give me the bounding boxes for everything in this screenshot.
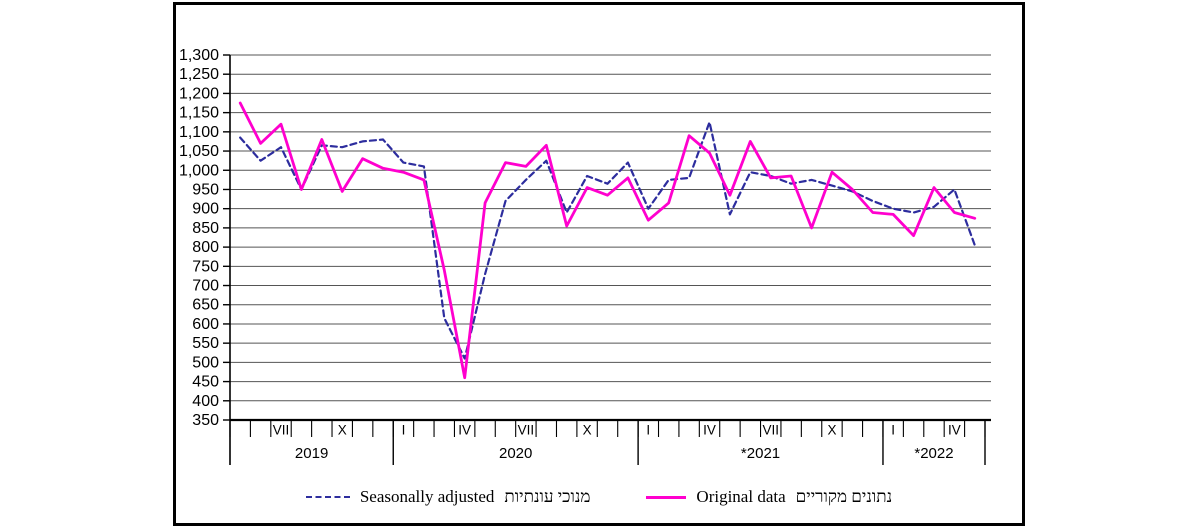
y-axis-label: 1,300 bbox=[179, 47, 219, 64]
month-label: I bbox=[646, 423, 650, 438]
y-axis-label: 500 bbox=[192, 354, 219, 371]
month-label: IV bbox=[703, 423, 716, 438]
y-axis-label: 750 bbox=[192, 258, 219, 275]
month-label: I bbox=[402, 423, 406, 438]
legend-label-original-data-en: Original data bbox=[696, 487, 786, 506]
month-label: X bbox=[338, 423, 347, 438]
y-axis-label: 600 bbox=[192, 316, 219, 333]
month-label: IV bbox=[948, 423, 961, 438]
month-label: X bbox=[827, 423, 836, 438]
y-axis-label: 1,000 bbox=[179, 162, 219, 179]
month-label: VII bbox=[518, 423, 535, 438]
year-label: 2020 bbox=[499, 445, 532, 462]
y-axis-label: 800 bbox=[192, 239, 219, 256]
legend-label-seasonally-adjusted-en: Seasonally adjusted bbox=[359, 487, 495, 506]
y-axis-label: 1,150 bbox=[179, 105, 219, 122]
chart-figure-box: 350 400 450 500 550 600 650 700 750 800 850 900 950 1… bbox=[173, 2, 1025, 526]
year-label: *2022 bbox=[914, 445, 953, 462]
original-data-line bbox=[238, 101, 977, 380]
y-axis-label: 850 bbox=[192, 220, 219, 237]
month-label: VII bbox=[762, 423, 779, 438]
legend-label-original-data-he: נתונים מקוריים bbox=[795, 487, 893, 506]
month-label: I bbox=[891, 423, 895, 438]
month-label: VII bbox=[273, 423, 290, 438]
y-axis-label: 1,200 bbox=[179, 85, 219, 102]
y-axis-label: 950 bbox=[192, 181, 219, 198]
y-axis-label: 650 bbox=[192, 297, 219, 314]
y-axis-label: 450 bbox=[192, 374, 219, 391]
legend-item-original-data: Original data נתונים מקוריים bbox=[646, 487, 892, 507]
legend-item-seasonally-adjusted: Seasonally adjusted מנוכי עונתיות bbox=[305, 487, 591, 507]
original-data-solid-line-swatch bbox=[646, 495, 687, 499]
y-axis-label: 1,100 bbox=[179, 124, 219, 141]
legend-label-seasonally-adjusted-he: מנוכי עונתיות bbox=[504, 487, 591, 506]
chart-legend: Seasonally adjusted מנוכי עונתיות Origin… bbox=[176, 487, 1022, 507]
y-axis-label: 350 bbox=[192, 412, 219, 429]
line-chart: 350 400 450 500 550 600 650 700 750 800 850 900 950 1… bbox=[179, 47, 991, 465]
y-axis-label: 1,050 bbox=[179, 143, 219, 160]
year-label: 2019 bbox=[295, 445, 328, 462]
y-axis-label: 900 bbox=[192, 201, 219, 218]
year-label: *2021 bbox=[741, 445, 780, 462]
y-axis-label: 1,250 bbox=[179, 66, 219, 83]
seasonally-adjusted-line bbox=[239, 121, 976, 360]
seasonally-adjusted-dashed-line-swatch bbox=[305, 496, 350, 498]
month-label: X bbox=[583, 423, 592, 438]
y-axis-label: 700 bbox=[192, 278, 219, 295]
month-label: IV bbox=[458, 423, 471, 438]
y-axis-label: 400 bbox=[192, 393, 219, 410]
y-axis-label: 550 bbox=[192, 335, 219, 352]
